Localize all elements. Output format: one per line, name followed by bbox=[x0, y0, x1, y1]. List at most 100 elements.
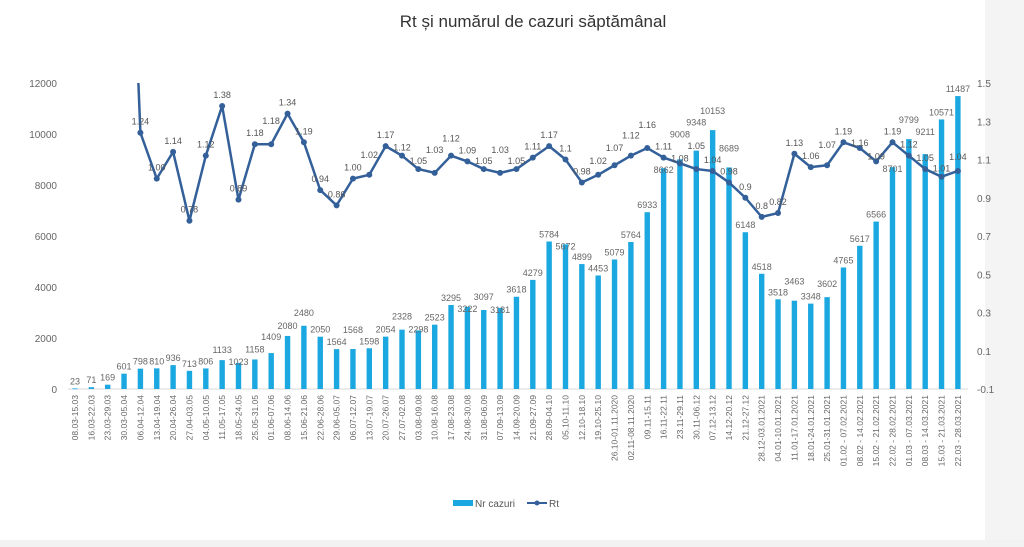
bar-value-label: 3518 bbox=[768, 287, 788, 297]
rt-value-label: 1.02 bbox=[361, 150, 379, 160]
bar-value-label: 1409 bbox=[261, 332, 281, 342]
legend-swatch-cases bbox=[453, 500, 473, 506]
bar bbox=[366, 348, 372, 389]
bar bbox=[595, 275, 601, 389]
rt-point bbox=[219, 102, 226, 109]
bar bbox=[726, 167, 732, 389]
bar bbox=[219, 360, 225, 389]
rt-value-label: 0.78 bbox=[181, 205, 199, 215]
rt-point bbox=[889, 139, 896, 146]
rt-point bbox=[399, 152, 405, 159]
x-tick-label: 25.05-31.05 bbox=[250, 395, 260, 441]
bar-value-label: 5079 bbox=[605, 247, 625, 257]
rt-point bbox=[448, 152, 455, 159]
x-tick-label: 06.04-12.04 bbox=[135, 395, 145, 441]
x-tick-label: 28.12-03.01.2021 bbox=[757, 395, 767, 462]
rt-point bbox=[660, 154, 667, 161]
left-tick-label: 0 bbox=[51, 385, 57, 396]
rt-point bbox=[791, 150, 798, 157]
rt-value-label: 1.13 bbox=[786, 138, 804, 148]
x-tick-label: 02.11-08.11.2020 bbox=[626, 395, 636, 461]
x-tick-label: 27.07-02.08 bbox=[397, 395, 407, 441]
bar-value-label: 798 bbox=[133, 357, 148, 367]
bar bbox=[840, 267, 847, 389]
bar bbox=[889, 167, 896, 389]
bar-value-label: 2050 bbox=[310, 325, 330, 335]
bar-value-label: 11487 bbox=[946, 84, 970, 94]
rt-point bbox=[186, 217, 193, 224]
x-tick-label: 08.03 - 14.03.2021 bbox=[920, 395, 930, 467]
rt-value-label: 1.08 bbox=[671, 153, 689, 163]
bar-value-label: 936 bbox=[166, 353, 181, 363]
rt-point bbox=[644, 145, 651, 152]
rt-value-label: 1.02 bbox=[589, 156, 607, 166]
rt-point bbox=[693, 166, 700, 173]
rt-value-label: 1.05 bbox=[475, 156, 493, 166]
rt-point bbox=[235, 196, 242, 203]
bar-value-label: 3618 bbox=[506, 285, 526, 295]
rt-value-label: 1.09 bbox=[867, 151, 885, 161]
bar-value-label: 1133 bbox=[212, 345, 231, 355]
bar bbox=[464, 306, 471, 389]
bar bbox=[186, 370, 193, 389]
bar bbox=[922, 154, 928, 389]
bar bbox=[791, 300, 798, 389]
bar bbox=[105, 384, 111, 389]
x-tick-label: 12.10-18.10 bbox=[577, 395, 587, 441]
bar-value-label: 4279 bbox=[523, 268, 543, 278]
x-tick-label: 15.06-21.06 bbox=[299, 395, 309, 441]
right-tick-label: 0.5 bbox=[977, 270, 991, 281]
rt-point bbox=[595, 171, 602, 178]
rt-value-label: 1.34 bbox=[279, 98, 297, 108]
rt-point bbox=[758, 213, 765, 220]
bar bbox=[873, 221, 879, 389]
x-tick-label: 31.08-06.09 bbox=[479, 395, 489, 441]
right-tick-label: 0.9 bbox=[977, 194, 991, 205]
bar bbox=[546, 241, 552, 389]
bar-value-label: 4453 bbox=[588, 263, 608, 273]
bar-value-label: 2480 bbox=[294, 308, 314, 318]
bar bbox=[693, 150, 699, 389]
rt-value-label: 0.82 bbox=[769, 197, 787, 207]
right-tick-label: 0.7 bbox=[977, 232, 991, 243]
bar bbox=[906, 139, 912, 389]
x-tick-label: 11.01-17.01.2021 bbox=[789, 395, 799, 461]
bar bbox=[562, 244, 569, 389]
bar-value-label: 2054 bbox=[376, 325, 396, 335]
x-tick-label: 13.04-19.04 bbox=[152, 395, 162, 441]
bar bbox=[399, 329, 405, 389]
rt-value-label: 0.9 bbox=[739, 182, 752, 192]
x-axis-labels: 08.03-15.03 16.03-22.03 23.03-29.03 30.03-0… bbox=[70, 395, 963, 467]
bar bbox=[824, 297, 830, 389]
rt-value-label: 1.09 bbox=[459, 145, 477, 155]
x-tick-label: 13.07-19.07 bbox=[364, 395, 374, 441]
x-tick-label: 01.02 - 07.02.2021 bbox=[838, 395, 848, 467]
legend-marker-rt bbox=[534, 500, 540, 506]
rt-point bbox=[922, 166, 929, 173]
bar-value-label: 9211 bbox=[916, 127, 935, 137]
bar bbox=[955, 96, 961, 390]
x-tick-label: 30.11-06.12 bbox=[691, 395, 701, 440]
x-tick-label: 15.02 - 21.02.2021 bbox=[871, 395, 881, 467]
bar bbox=[203, 368, 209, 389]
bar-value-label: 8701 bbox=[882, 164, 902, 174]
right-tick-label: 1.3 bbox=[977, 117, 991, 128]
rt-point bbox=[611, 162, 618, 169]
bar-value-label: 6566 bbox=[866, 210, 886, 220]
chart-title: Rt și numărul de cazuri săptămânal bbox=[400, 12, 666, 31]
bar bbox=[808, 303, 814, 389]
bar bbox=[415, 330, 422, 389]
bottom-margin bbox=[0, 540, 1024, 547]
bar-value-label: 6933 bbox=[637, 200, 657, 210]
rt-point bbox=[529, 154, 536, 161]
rt-point bbox=[300, 139, 307, 146]
rt-point bbox=[415, 166, 422, 173]
x-tick-label: 25.01-31.01.2021 bbox=[822, 395, 832, 462]
x-tick-label: 15.03 - 21.03.2021 bbox=[937, 395, 947, 467]
right-tick-label: 0.3 bbox=[977, 309, 991, 320]
bar bbox=[938, 119, 945, 389]
rt-point bbox=[366, 171, 373, 178]
x-tick-label: 08.06-14.06 bbox=[283, 395, 293, 441]
